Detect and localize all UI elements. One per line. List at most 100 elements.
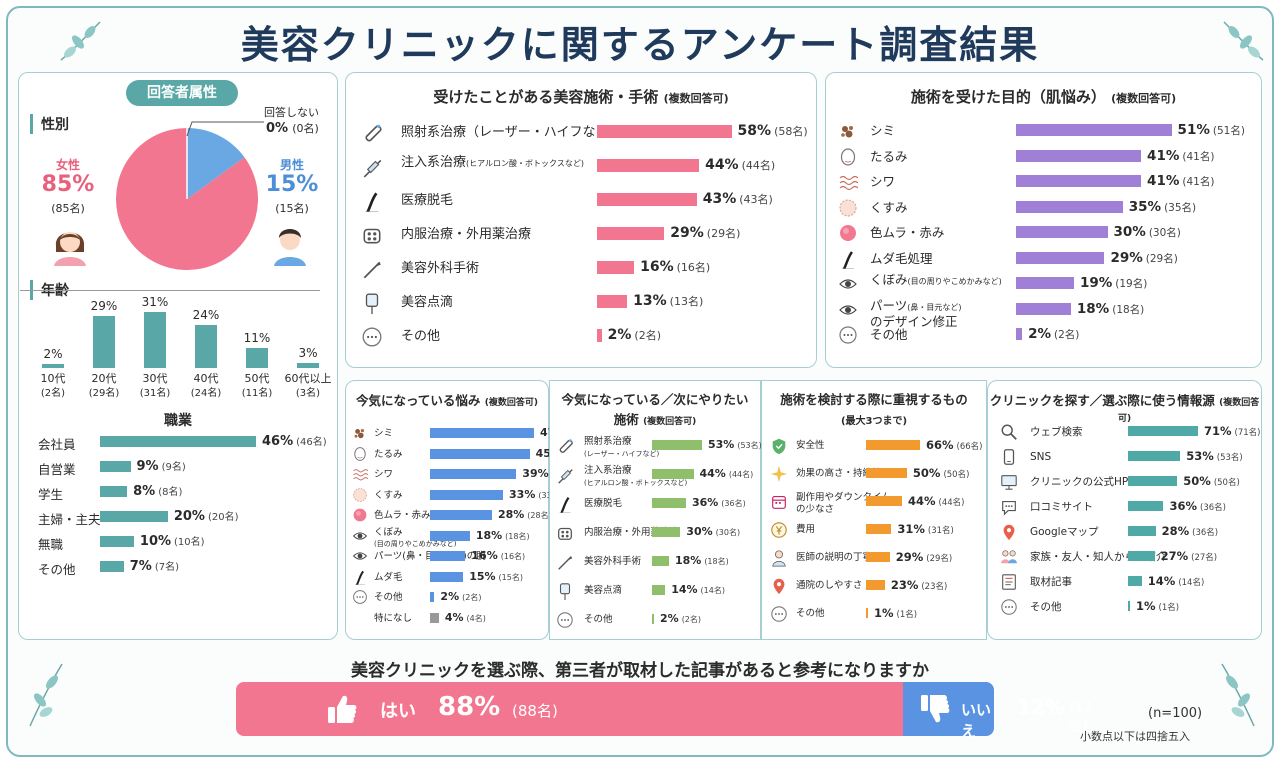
bar-value: 2% (2名)	[440, 590, 481, 603]
bar-label-text: シミ	[870, 123, 896, 138]
bar-label-text: パーツ(鼻・目元など)の脱	[374, 551, 486, 562]
thumbs-up-icon	[328, 695, 357, 723]
bar	[866, 524, 892, 534]
bar-label-text: その他	[374, 592, 403, 603]
scalpel-icon	[363, 261, 381, 279]
male-avatar-icon	[274, 229, 306, 266]
no-label: いいえ	[961, 701, 992, 740]
more-icon	[839, 326, 857, 344]
bar-count: (13名)	[669, 295, 704, 308]
drip-icon	[559, 583, 571, 600]
bar	[430, 448, 530, 459]
bar-count: (1名)	[1158, 603, 1180, 613]
rounding-note: 小数点以下は四捨五入	[1080, 730, 1190, 743]
bar-pct: 2%	[607, 327, 632, 343]
bar-label-text: くぼみ	[870, 272, 908, 287]
job-bar-chart: 会社員 46% (46名) 自営業 9% (9名) 学生 8% (8名) 主婦・主夫 20% (20名…	[20, 430, 336, 580]
age-category-label: 50代 (11名)	[229, 372, 285, 401]
bar	[597, 227, 665, 240]
bar-pct: 41%	[1147, 173, 1180, 189]
bar-pct: 14%	[1147, 574, 1176, 588]
job-label: 自営業	[38, 462, 76, 477]
female-pct: 85%	[41, 172, 95, 197]
bar-count: (41名)	[1182, 176, 1215, 188]
purposes-panel	[825, 72, 1262, 368]
bar-pct: 53%	[708, 438, 735, 451]
sources-panel	[987, 380, 1262, 640]
bar	[652, 585, 666, 595]
bar-label-text: ウェブ検索	[1030, 426, 1083, 438]
more-icon	[1001, 599, 1017, 615]
treatments-panel	[345, 72, 817, 368]
bar-label: 美容外科手術	[584, 556, 641, 568]
bar-count: (36名)	[1192, 528, 1219, 538]
age-bar-chart: 2% 10代 (2名) 29% 20代 (29名) 31% 30代 (31名) 24% 40代 (24…	[20, 290, 336, 402]
bar	[1016, 200, 1123, 213]
bar-pct: 2%	[660, 612, 679, 625]
age-category-name: 50代	[244, 372, 270, 385]
age-category-count: (2名)	[40, 388, 66, 399]
no-count: (12名)	[1069, 700, 1093, 735]
bar-label: 通院のしやすさ	[796, 580, 862, 592]
bar-count: (31名)	[927, 526, 954, 536]
bar-label: 医療脱毛	[584, 498, 622, 510]
bar-pct: 29%	[1110, 249, 1143, 266]
bar-value: 43% (43名)	[703, 191, 773, 207]
bar-label: くすみ	[870, 200, 908, 216]
bar-label-text: 医療脱毛	[584, 498, 623, 509]
bar-label-text: 副作用やダウンタイム	[796, 492, 891, 503]
job-label: 会社員	[38, 437, 76, 452]
age-category-name: 20代	[91, 372, 117, 385]
bar-count: (2名)	[462, 593, 482, 602]
bar-count: (28名)	[527, 511, 552, 520]
bar-value: 50% (50名)	[1183, 474, 1239, 488]
job-label: 学生	[38, 487, 64, 502]
laser-icon	[365, 124, 382, 142]
bar	[430, 489, 504, 500]
bar	[1128, 426, 1198, 436]
age-value: 2%	[43, 347, 63, 362]
bar-value: 35% (35名)	[1129, 199, 1196, 215]
bar	[597, 159, 700, 172]
bar-label: 費用	[796, 524, 815, 536]
job-label: 主婦・主夫	[38, 512, 101, 527]
male-label: 男性	[279, 158, 304, 172]
bar	[1128, 451, 1181, 461]
no-answer-pct: 0%	[266, 121, 289, 136]
age-value: 24%	[192, 307, 220, 322]
age-bar	[42, 364, 64, 368]
bar-count: (2名)	[1054, 329, 1080, 341]
pin-icon	[773, 578, 785, 595]
bar-value: 28% (28名)	[498, 508, 552, 521]
answer-yes-bar: はい 88% (88名)	[236, 682, 903, 736]
treatments-bar-chart: 照射系治療（レーザー・ハイフなど） 58% (58名) 注入系治療(ヒアルロン酸・ボト…	[355, 112, 815, 362]
bar	[1128, 501, 1164, 511]
job-count: (9名)	[161, 462, 186, 473]
wrinkle-icon	[839, 175, 858, 191]
bar-pct: 53%	[1186, 449, 1214, 463]
bar-value: 2% (2名)	[660, 612, 701, 625]
bar-label: シミ	[374, 428, 393, 440]
more-icon	[557, 612, 573, 628]
bar-value: 29% (29名)	[896, 550, 952, 564]
bar-label: くすみ	[374, 490, 403, 502]
age-bar	[246, 348, 268, 368]
bar-label-text: クリニックの公式HP	[1030, 476, 1129, 488]
bar-label-text: たるみ	[870, 148, 908, 164]
sample-size-note: (n=100)	[1148, 706, 1203, 721]
yes-count: (88名)	[512, 702, 558, 720]
bar-pct: 2%	[440, 590, 460, 603]
age-category-label: 40代 (24名)	[178, 372, 234, 401]
job-count: (10名)	[174, 537, 205, 548]
respondent-badge: 回答者属性	[126, 80, 238, 106]
purposes-title: 施術を受けた目的（肌悩み） (複数回答可)	[825, 86, 1262, 107]
age-category-count: (31名)	[139, 388, 171, 399]
age-bar	[297, 362, 319, 368]
bar-pct: 18%	[674, 554, 702, 567]
bar-label-text: 内服治療・外用薬治療	[584, 527, 680, 538]
bar-label: ムダ毛	[374, 572, 403, 584]
map-pin-icon	[1003, 524, 1015, 541]
bar-count: (18名)	[704, 557, 729, 566]
concerns-note: (複数回答可)	[484, 398, 538, 408]
bar-value: 66% (66名)	[926, 438, 982, 452]
